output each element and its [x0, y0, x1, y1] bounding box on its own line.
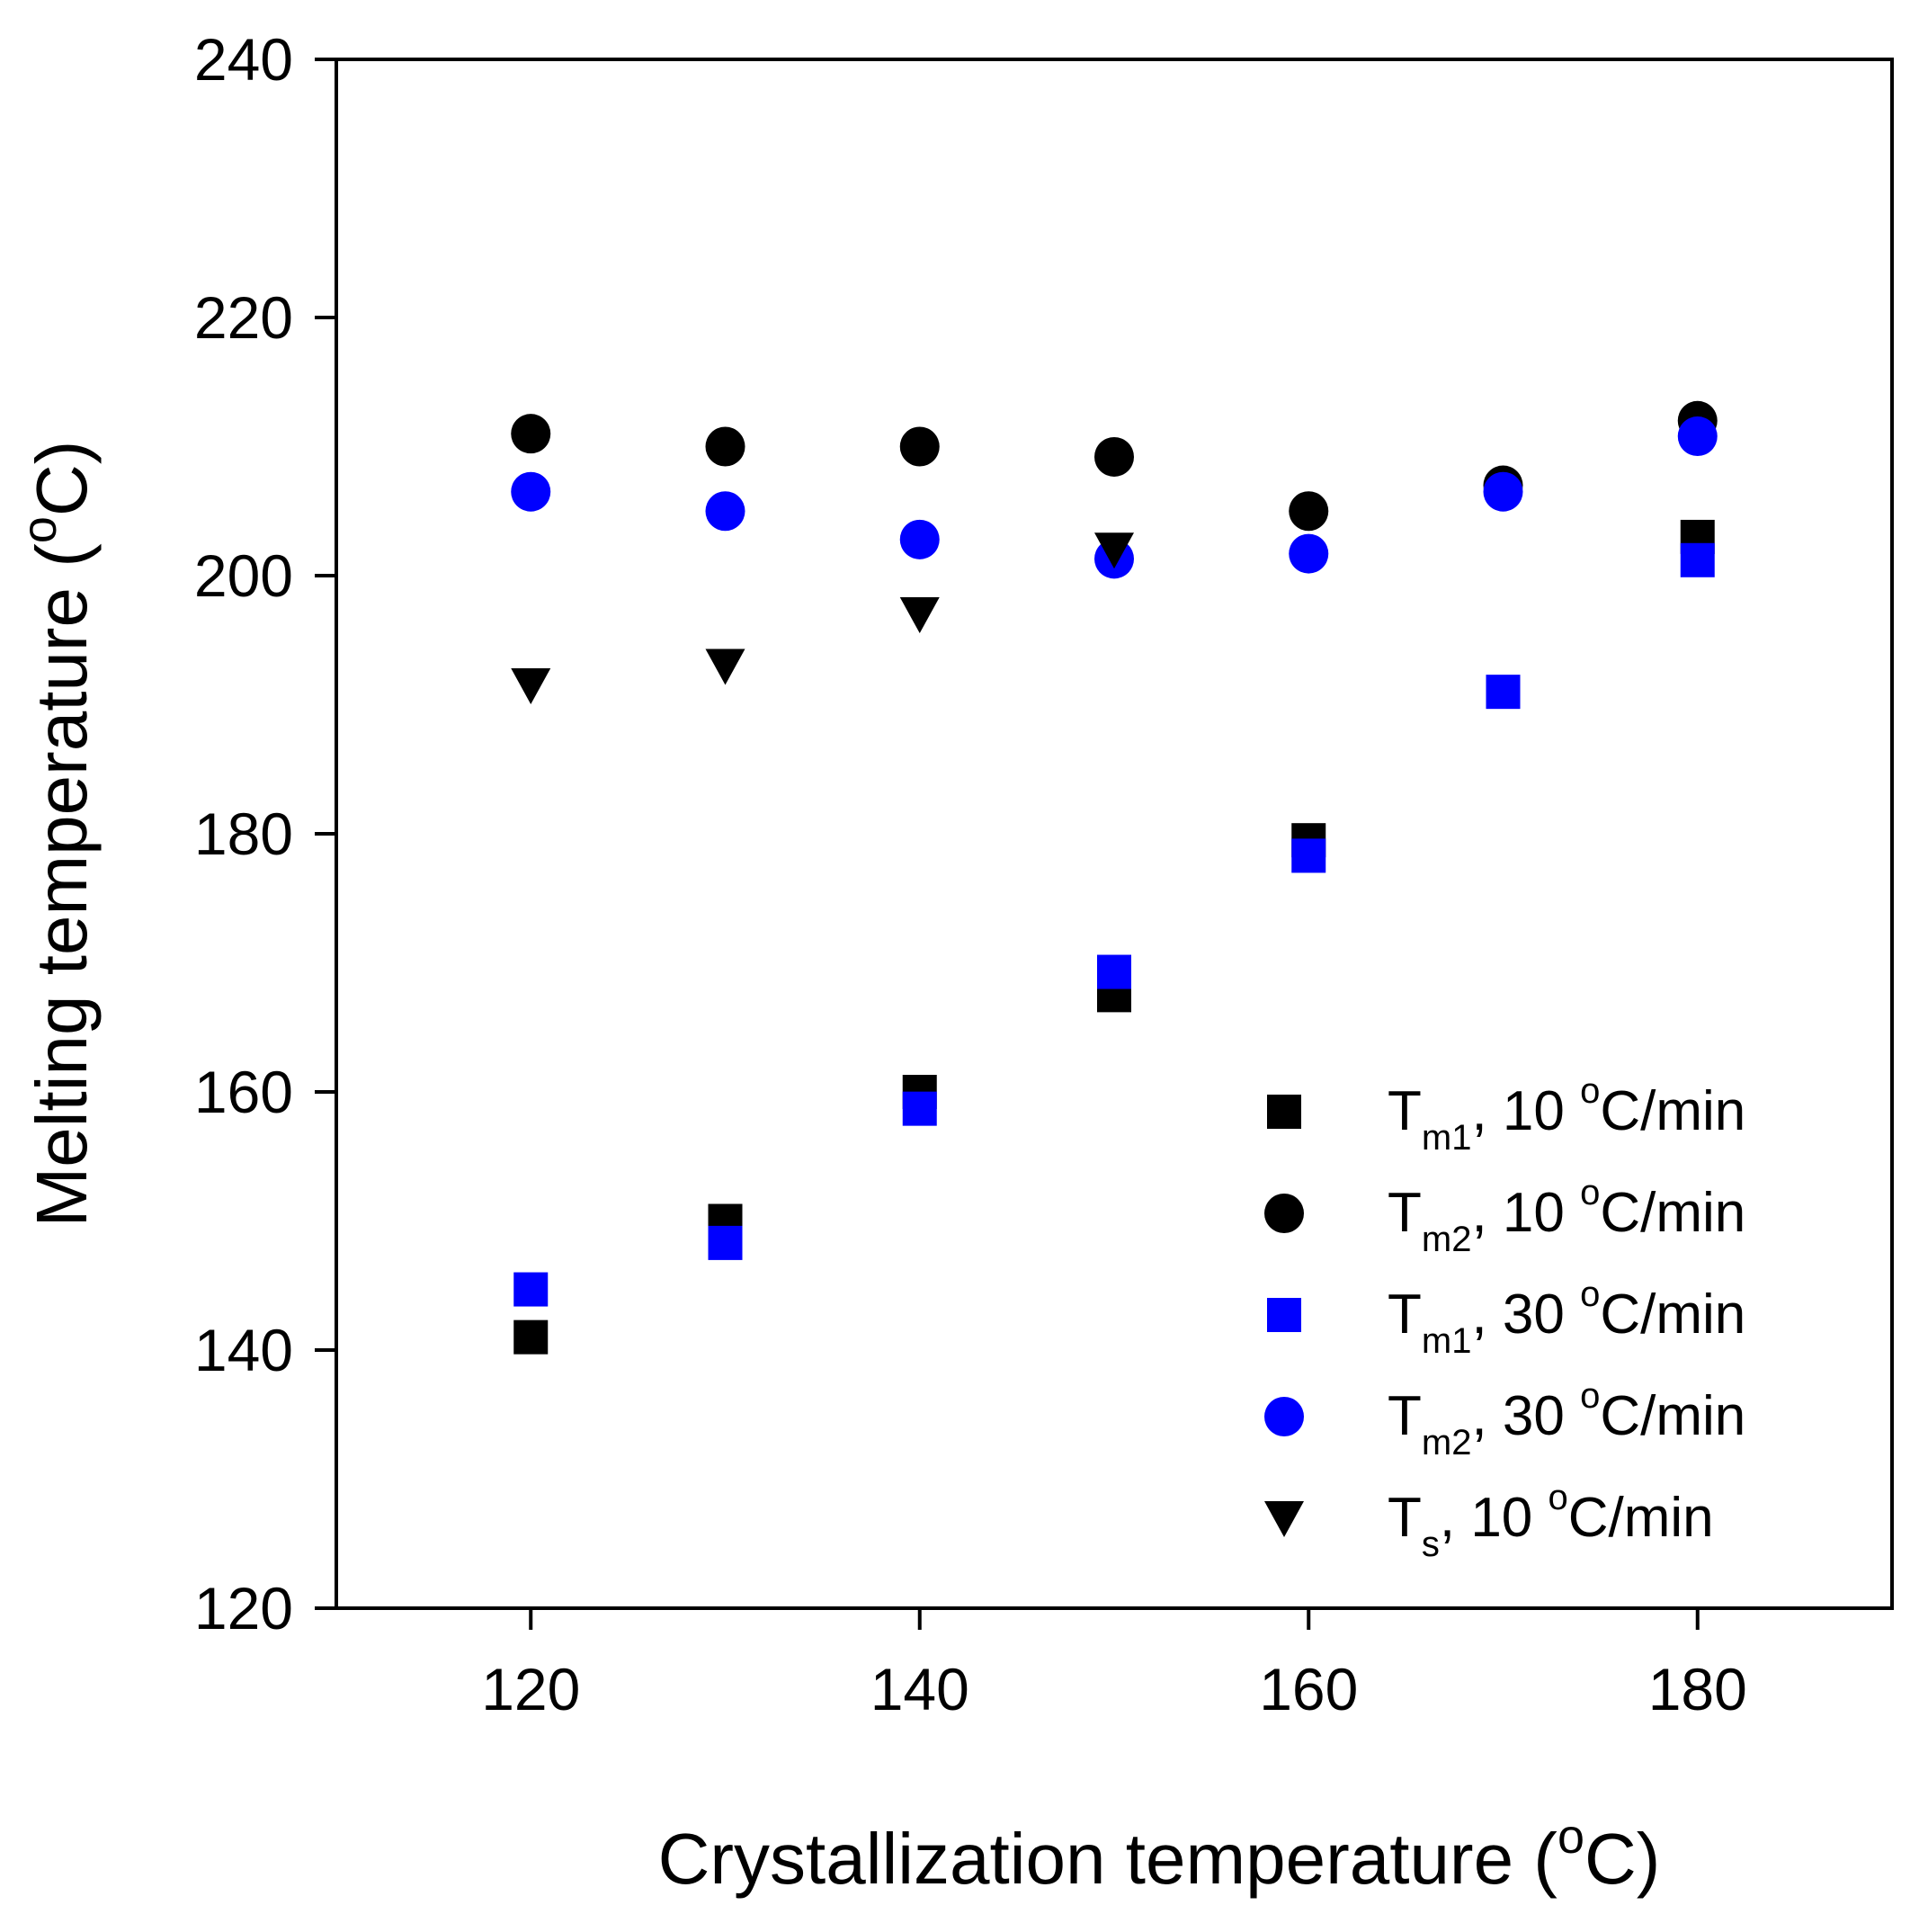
data-point: [1097, 954, 1131, 989]
x-axis: 120 140 160 180: [481, 1608, 1747, 1722]
data-point: [1680, 542, 1715, 577]
series-1: [511, 400, 1718, 532]
x-tick-label: 180: [1648, 1656, 1747, 1722]
x-tick-label: 120: [481, 1656, 580, 1722]
data-markers: [511, 400, 1718, 1355]
legend-label: Tm1, 30 oC/min: [1388, 1275, 1745, 1361]
legend-label: Tm2, 10 oC/min: [1388, 1173, 1745, 1259]
data-point: [899, 597, 940, 634]
legend-marker: [1264, 1194, 1304, 1233]
legend-entry: Ts, 10 oC/min: [1264, 1478, 1714, 1564]
y-tick-label: 240: [194, 26, 293, 93]
legend-marker: [1267, 1095, 1301, 1129]
y-tick-label: 140: [194, 1317, 293, 1383]
data-point: [899, 426, 940, 467]
x-tick-label: 140: [870, 1656, 969, 1722]
data-point: [899, 519, 940, 559]
x-tick-label: 160: [1259, 1656, 1358, 1722]
data-point: [511, 471, 551, 512]
y-tick-label: 220: [194, 284, 293, 351]
data-point: [513, 1319, 549, 1355]
data-point: [1677, 416, 1718, 457]
legend: Tm1, 10 oC/min Tm2, 10 oC/min Tm1, 30 oC/m…: [1264, 1071, 1745, 1564]
legend-entry: Tm2, 10 oC/min: [1264, 1173, 1745, 1259]
data-point: [511, 667, 551, 704]
y-tick-label: 180: [194, 801, 293, 867]
data-point: [1094, 532, 1134, 569]
y-tick-label: 200: [194, 542, 293, 609]
legend-label: Ts, 10 oC/min: [1388, 1478, 1714, 1564]
series-4: [511, 532, 1134, 704]
y-axis: 120 140 160 180 200 220 240: [194, 26, 336, 1641]
data-point: [705, 648, 745, 685]
data-point: [705, 426, 745, 467]
series-3: [511, 416, 1718, 579]
y-tick-label: 120: [194, 1575, 293, 1641]
legend-label: Tm1, 10 oC/min: [1388, 1071, 1745, 1158]
y-axis-title: Melting temperature (oC): [13, 441, 102, 1228]
data-point: [1289, 491, 1329, 532]
legend-entry: Tm2, 30 oC/min: [1264, 1376, 1745, 1462]
legend-marker: [1264, 1501, 1304, 1537]
legend-marker: [1267, 1298, 1301, 1332]
data-point: [513, 1272, 549, 1307]
legend-label: Tm2, 30 oC/min: [1388, 1376, 1745, 1462]
data-point: [511, 414, 551, 454]
x-axis-title: Crystallization temperature (oC): [658, 1810, 1661, 1899]
plot-area: [335, 58, 1894, 1610]
series-2: [513, 542, 1715, 1307]
legend-marker: [1264, 1397, 1304, 1436]
data-point: [1094, 436, 1134, 477]
data-point: [705, 491, 745, 532]
y-tick-label: 160: [194, 1059, 293, 1125]
legend-entry: Tm1, 30 oC/min: [1267, 1275, 1745, 1361]
data-point: [1289, 533, 1329, 574]
data-point: [1483, 471, 1523, 512]
data-point: [1291, 838, 1326, 873]
plot-border: [335, 58, 1894, 1610]
data-point: [1486, 675, 1521, 710]
data-point: [708, 1225, 743, 1260]
data-point: [902, 1091, 937, 1126]
legend-entry: Tm1, 10 oC/min: [1267, 1071, 1745, 1158]
